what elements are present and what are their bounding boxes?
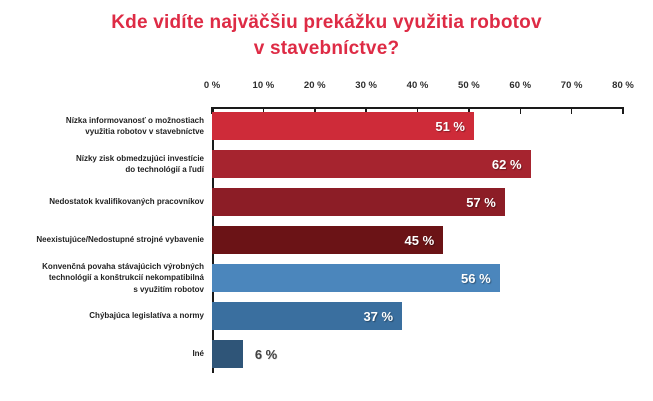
category-label: Neexistujúce/Nedostupné strojné vybaveni… [36, 235, 204, 245]
chart-row: Nedostatok kvalifikovaných pracovníkov 57… [0, 183, 653, 221]
x-axis-tick-mark [519, 107, 521, 114]
bar: 51 % [212, 112, 474, 140]
x-axis-tick-label: 30 % [355, 80, 377, 91]
x-axis-tick-label: 50 % [458, 80, 480, 91]
bar: 6 % [212, 340, 277, 368]
bar-value-label: 6 % [254, 346, 278, 362]
chart-row: Chýbajúca legislatíva a normy 37 % [0, 297, 653, 335]
x-axis-tick-mark [262, 107, 265, 114]
chart-row: Konvenčná povaha stávajúcich výrobných t… [0, 259, 653, 297]
bar-track: 45 % [212, 226, 623, 254]
bar-value-label: 56 % [461, 270, 491, 286]
bar: 45 % [212, 226, 444, 254]
x-axis-tick-labels: 0 % 10 % 20 % 30 % 40 % 50 % 60 % 70 % 80 % [204, 80, 634, 94]
bar-value-label: 37 % [363, 308, 394, 324]
bar-track: 51 % [212, 112, 623, 140]
x-axis-tick-mark [314, 107, 316, 114]
chart-title: Kde vidíte najväčšiu prekážku využitia r… [111, 12, 542, 59]
x-axis-tick-label: 40 % [406, 80, 429, 91]
bar-track: 62 % [212, 150, 623, 178]
x-axis-tick-mark [211, 107, 213, 114]
bar: 57 % [212, 188, 505, 216]
bar: 37 % [212, 302, 403, 330]
chart-row: Nízky zisk obmedzujúci investície do tec… [0, 145, 653, 183]
bar: 56 % [212, 264, 500, 292]
category-label: Nedostatok kvalifikovaných pracovníkov [49, 197, 204, 207]
bar-track: 6 % [212, 340, 623, 368]
x-axis-tick-label: 10 % [252, 80, 275, 91]
x-axis-tick-label: 20 % [303, 80, 326, 91]
chart-row: Iné 6 % [0, 335, 653, 373]
category-label: Nízka informovanosť o možnostiach využit… [65, 115, 204, 137]
bar: 62 % [212, 150, 531, 178]
category-label: Konvenčná povaha stávajúcich výrobných t… [42, 261, 204, 294]
x-axis-tick-label: 70 % [560, 80, 583, 91]
chart-row: Nízka informovanosť o možnostiach využit… [0, 107, 653, 145]
bar-value-label: 62 % [491, 156, 522, 172]
x-axis-tick-mark [365, 107, 367, 114]
bar-value-label: 51 % [435, 118, 465, 134]
bar-track: 57 % [212, 188, 623, 216]
x-axis-tick-label: 60 % [509, 80, 532, 91]
bar-track: 37 % [212, 302, 623, 330]
x-axis-tick-label: 80 % [612, 80, 634, 91]
x-axis-tick-mark [570, 107, 573, 114]
x-axis-tick-mark [416, 107, 419, 114]
x-axis-tick-mark [468, 107, 470, 114]
chart-rows: Nízka informovanosť o možnostiach využit… [0, 107, 653, 373]
bar-value-label: 45 % [404, 232, 435, 248]
category-label: Chýbajúca legislatíva a normy [89, 311, 204, 321]
category-label: Nízky zisk obmedzujúci investície do tec… [75, 153, 204, 175]
bar-value-label: 57 % [466, 194, 496, 210]
bar-track: 56 % [212, 264, 623, 292]
category-label: Iné [192, 349, 204, 359]
x-axis-tick-label: 0 % [203, 80, 221, 91]
x-axis-tick-mark [622, 107, 624, 114]
chart-row: Neexistujúce/Nedostupné strojné vybaveni… [0, 221, 653, 259]
